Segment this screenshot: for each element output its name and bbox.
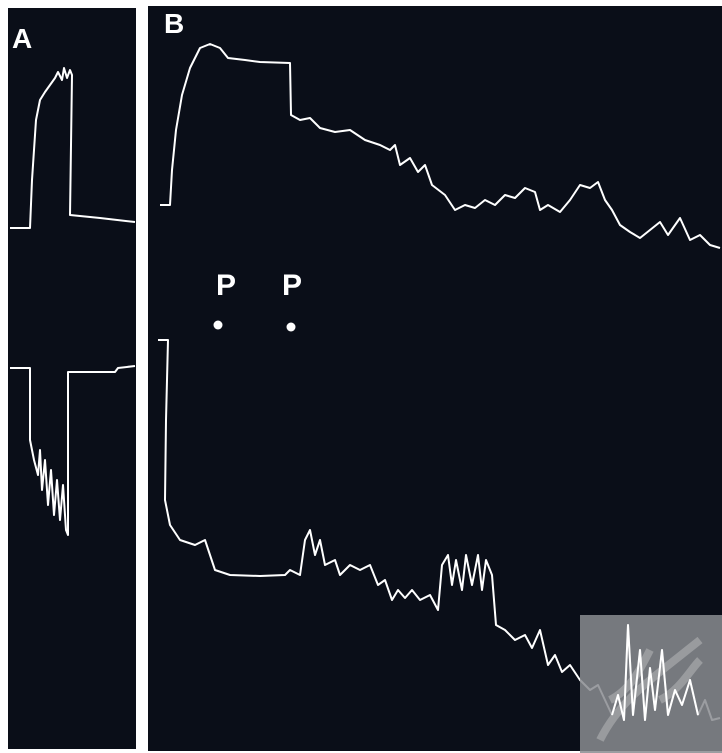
marker-label: P xyxy=(282,269,302,302)
trace-a-upper xyxy=(10,67,136,229)
trace-b-lower-overlay xyxy=(611,624,699,721)
trace-b-upper xyxy=(160,43,721,249)
panel-label: A xyxy=(12,23,32,54)
trace-a-lower xyxy=(10,365,136,536)
panel-label: B xyxy=(164,8,184,39)
marker-dot xyxy=(213,320,223,330)
watermark-leaves xyxy=(596,636,703,742)
marker-label: P xyxy=(216,269,236,302)
marker-dot xyxy=(286,322,296,332)
